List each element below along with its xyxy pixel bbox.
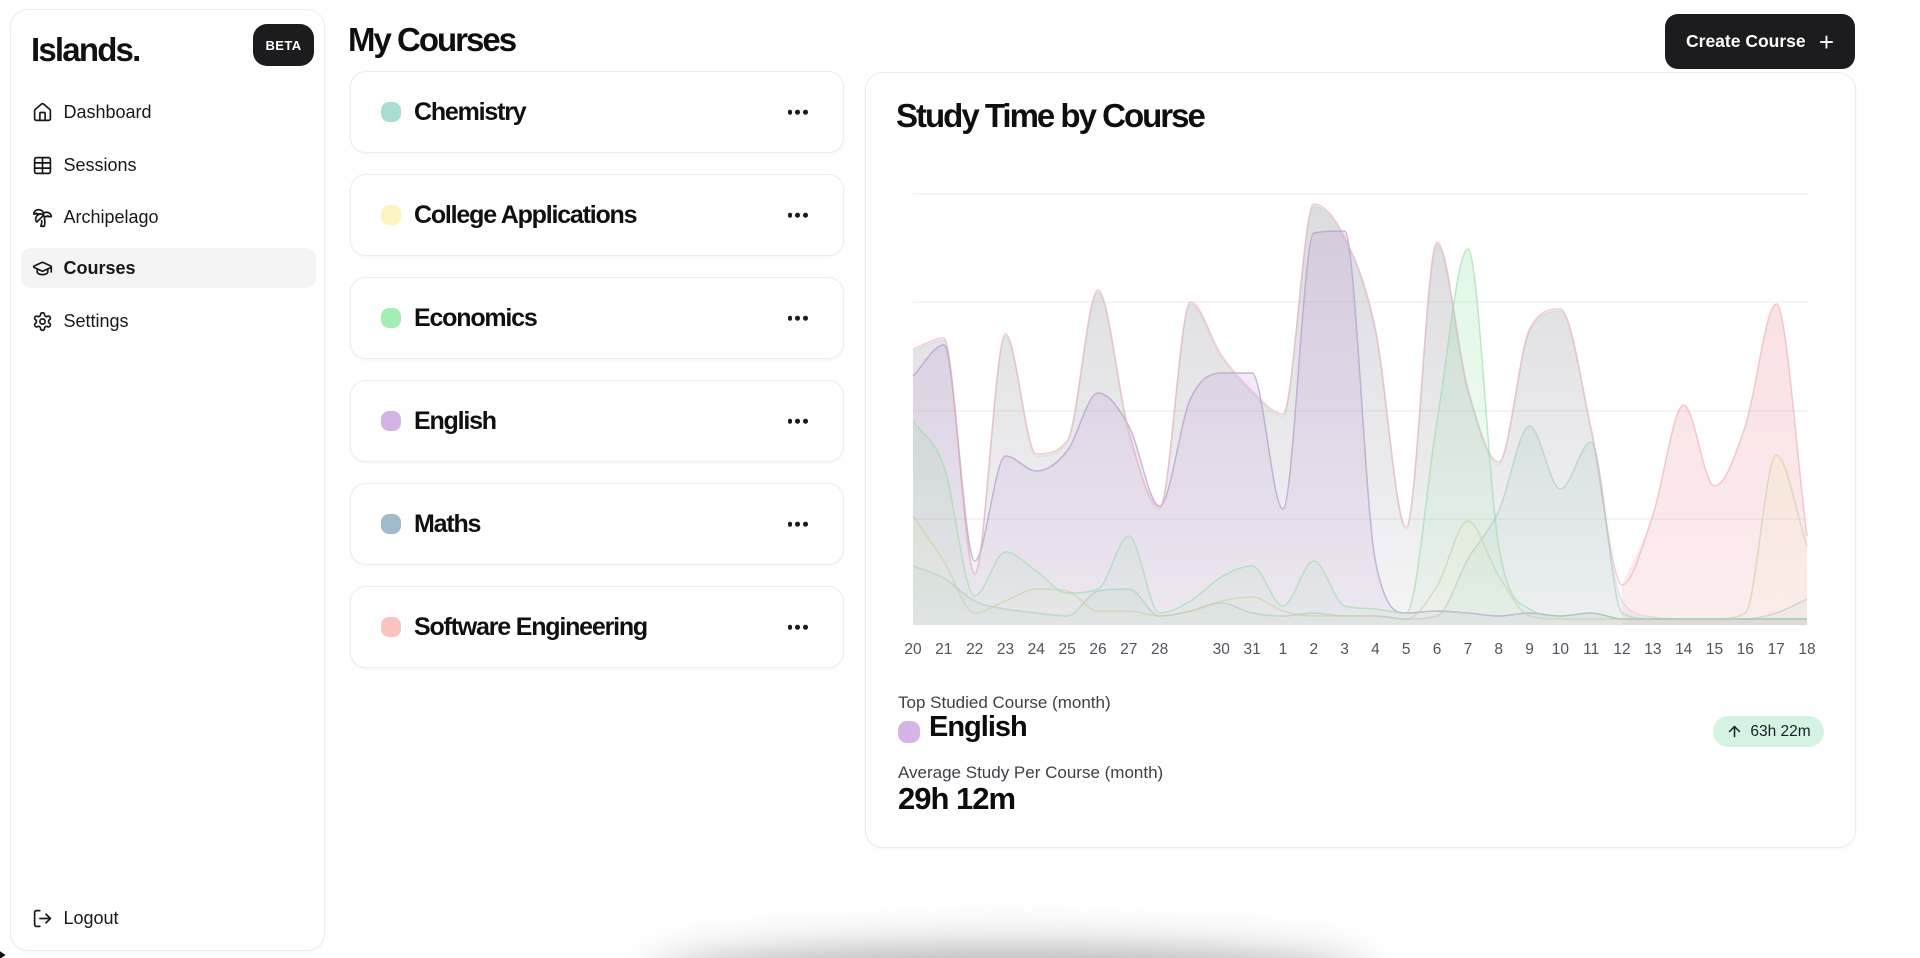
svg-text:26: 26 (1089, 641, 1106, 658)
svg-text:28: 28 (1151, 641, 1168, 658)
svg-text:25: 25 (1058, 641, 1075, 658)
svg-text:30: 30 (1213, 641, 1231, 658)
svg-text:23: 23 (997, 641, 1014, 658)
svg-text:5: 5 (1402, 641, 1411, 658)
svg-text:10: 10 (1552, 641, 1570, 658)
svg-text:17: 17 (1768, 641, 1785, 658)
svg-text:18: 18 (1798, 641, 1815, 658)
svg-text:11: 11 (1583, 641, 1599, 658)
svg-text:14: 14 (1675, 641, 1693, 658)
svg-text:4: 4 (1371, 641, 1380, 658)
svg-text:1: 1 (1279, 641, 1288, 658)
svg-text:8: 8 (1494, 641, 1503, 658)
svg-text:27: 27 (1120, 641, 1137, 658)
svg-text:3: 3 (1340, 641, 1349, 658)
svg-text:20: 20 (904, 641, 922, 658)
svg-text:7: 7 (1464, 641, 1473, 658)
svg-text:24: 24 (1028, 641, 1046, 658)
svg-text:6: 6 (1433, 641, 1442, 658)
svg-text:21: 21 (935, 641, 952, 658)
svg-text:15: 15 (1706, 641, 1723, 658)
svg-text:31: 31 (1243, 641, 1260, 658)
svg-text:22: 22 (966, 641, 983, 658)
svg-text:16: 16 (1737, 641, 1754, 658)
svg-text:2: 2 (1309, 641, 1318, 658)
svg-text:12: 12 (1613, 641, 1630, 658)
svg-text:13: 13 (1644, 641, 1661, 658)
svg-text:9: 9 (1525, 641, 1534, 658)
